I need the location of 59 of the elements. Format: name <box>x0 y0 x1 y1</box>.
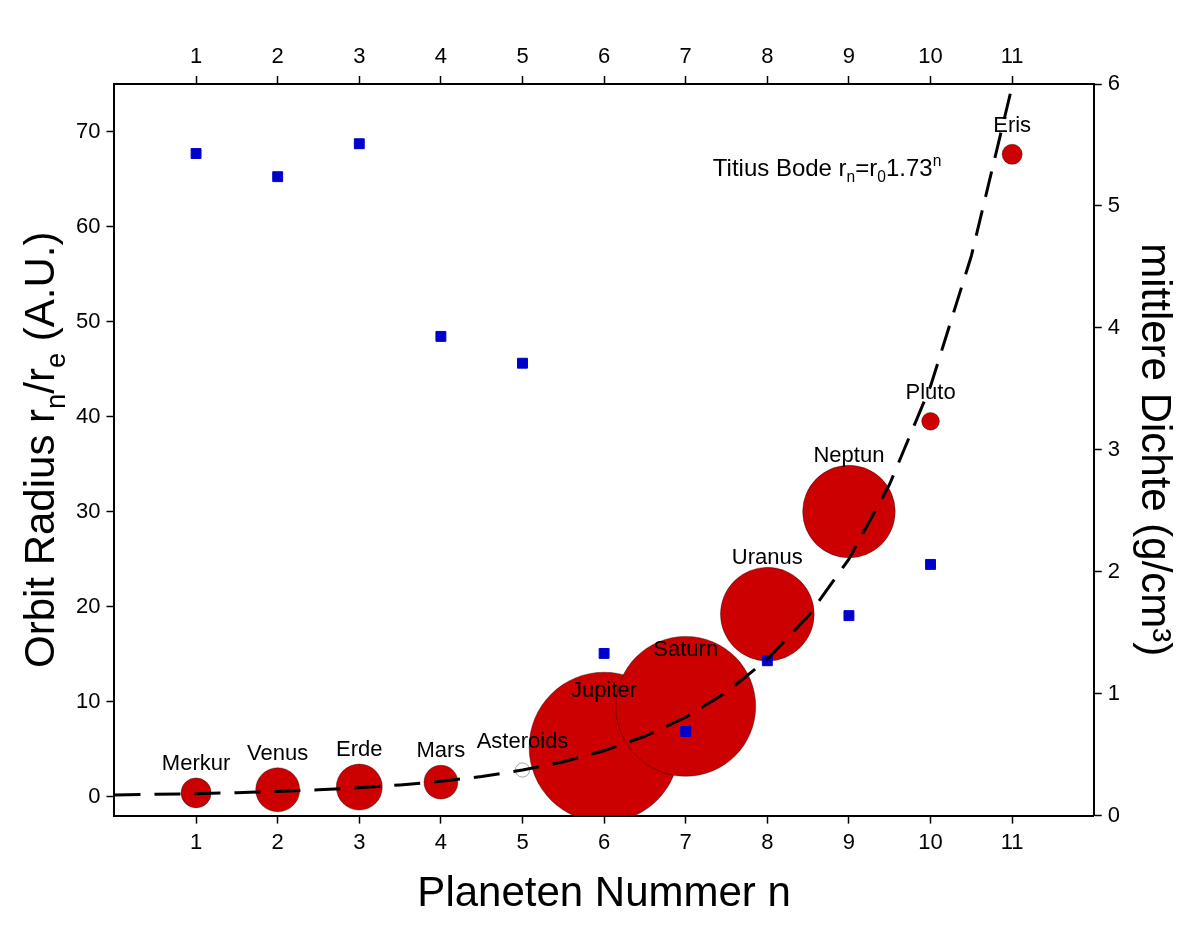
point <box>925 558 936 570</box>
x-tick-label: 1 <box>189 828 203 854</box>
y-tick-label: 50 <box>75 307 101 333</box>
annotation: Saturn <box>653 636 719 662</box>
x-tick-label: 4 <box>434 828 448 854</box>
x-tick-label: 5 <box>516 828 529 854</box>
x2-tick-label: 2 <box>271 42 284 68</box>
y2-tick-label: 0 <box>1107 801 1121 827</box>
point <box>598 647 610 659</box>
point <box>680 726 692 737</box>
y-tick-label: 70 <box>75 117 101 143</box>
point <box>353 138 365 150</box>
y2-tick-label: 2 <box>1107 557 1121 583</box>
y2-axis-title: mittlere Dichte (g/cm³) <box>1133 243 1180 657</box>
y-tick-label: 0 <box>88 782 101 808</box>
x-tick-label: 2 <box>271 828 284 854</box>
y2-tick-label: 5 <box>1107 192 1121 217</box>
y-tick-label: 60 <box>75 212 101 238</box>
annotation: Uranus <box>731 544 803 570</box>
annotation: Mars <box>416 737 466 763</box>
point <box>435 330 447 342</box>
x2-tick-label: 3 <box>353 42 366 68</box>
y2-tick-label: 1 <box>1107 679 1121 705</box>
y2-tick-label: 6 <box>1107 70 1121 96</box>
x2-tick-label: 7 <box>679 42 692 68</box>
x2-tick-label: 8 <box>761 42 774 68</box>
x2-tick-label: 4 <box>434 42 448 68</box>
x-tick-label: 8 <box>761 828 774 854</box>
x2-tick-label: 10 <box>918 42 943 68</box>
x2-tick-label: 5 <box>516 42 529 68</box>
annotation: Jupiter <box>571 677 638 703</box>
y2-tick-label: 3 <box>1107 435 1121 461</box>
y-tick-label: 20 <box>75 592 101 618</box>
point <box>272 171 284 183</box>
annotation: Pluto <box>905 379 956 405</box>
point <box>517 357 528 369</box>
y-axis-title: Orbit Radius rn/re (A.U.) <box>16 231 71 669</box>
x2-tick-label: 6 <box>597 42 611 68</box>
annotation: Erde <box>336 736 383 762</box>
x-tick-label: 9 <box>842 828 856 854</box>
point <box>190 148 202 159</box>
annotation: Eris <box>993 112 1032 138</box>
y-tick-label: 40 <box>75 402 101 428</box>
x2-tick-label: 1 <box>189 42 203 68</box>
x-tick-label: 3 <box>353 828 366 854</box>
y-tick-label: 10 <box>75 687 101 713</box>
annotation: Venus <box>247 739 309 765</box>
y-tick-label: 30 <box>75 497 101 523</box>
annotation: Merkur <box>161 749 231 775</box>
x-tick-label: 7 <box>679 828 692 854</box>
point <box>843 610 855 622</box>
x2-tick-label: 9 <box>842 42 856 68</box>
x-tick-label: 6 <box>597 828 611 854</box>
y2-tick-label: 4 <box>1107 313 1121 339</box>
x-tick-label: 11 <box>1000 828 1024 854</box>
x-axis-title: Planeten Nummer n <box>417 868 791 915</box>
x-tick-label: 10 <box>918 828 943 854</box>
x2-tick-label: 11 <box>1000 42 1024 68</box>
annotation: Neptun <box>813 441 885 467</box>
